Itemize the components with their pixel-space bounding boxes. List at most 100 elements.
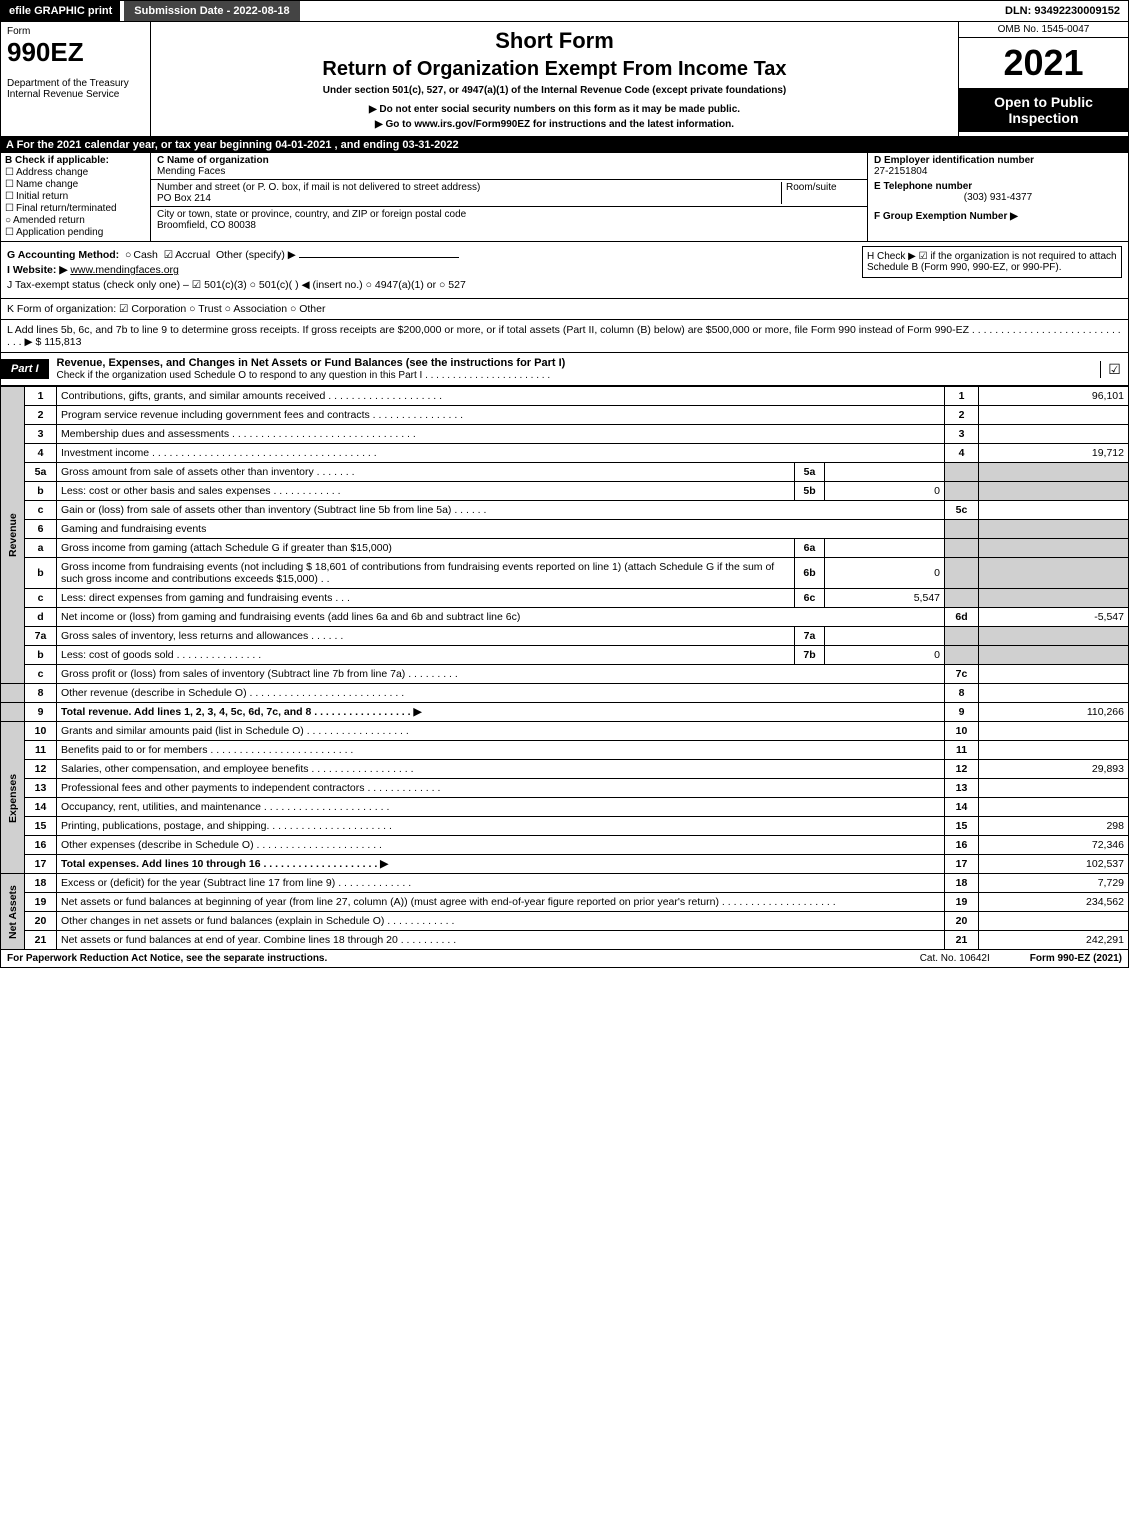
efile-label[interactable]: efile GRAPHIC print — [1, 1, 120, 21]
line-7a-greyamt — [979, 627, 1129, 646]
c-city-label: City or town, state or province, country… — [157, 209, 861, 220]
line-11-desc: Benefits paid to or for members . . . . … — [57, 741, 945, 760]
line-6c-num: c — [25, 589, 57, 608]
title-short-form: Short Form — [157, 28, 952, 54]
line-6b-greyamt — [979, 558, 1129, 589]
line-8-rnum: 8 — [945, 684, 979, 703]
section-c-org-info: C Name of organization Mending Faces Num… — [151, 153, 868, 241]
line-1-num: 1 — [25, 387, 57, 406]
line-18-num: 18 — [25, 874, 57, 893]
b-label: B Check if applicable: — [5, 155, 146, 166]
line-19-desc: Net assets or fund balances at beginning… — [57, 893, 945, 912]
g-label: G Accounting Method: — [7, 249, 119, 261]
header-center: Short Form Return of Organization Exempt… — [151, 22, 958, 136]
line-5a-grey — [945, 463, 979, 482]
line-7b-num: b — [25, 646, 57, 665]
part-1-check[interactable]: ☑ — [1100, 361, 1128, 378]
i-website-label: I Website: ▶ — [7, 264, 67, 276]
line-8-amt — [979, 684, 1129, 703]
line-10-amt — [979, 722, 1129, 741]
tax-year: 2021 — [959, 38, 1128, 88]
chk-final-return[interactable]: Final return/terminated — [5, 203, 146, 214]
line-6b-grey — [945, 558, 979, 589]
goto-link[interactable]: ▶ Go to www.irs.gov/Form990EZ for instru… — [157, 119, 952, 130]
side-netassets: Net Assets — [1, 874, 25, 950]
line-15-desc: Printing, publications, postage, and shi… — [57, 817, 945, 836]
part-1-sub: Check if the organization used Schedule … — [57, 370, 551, 381]
chk-address-change[interactable]: Address change — [5, 167, 146, 178]
side-blank2 — [1, 703, 25, 722]
line-5b-num: b — [25, 482, 57, 501]
chk-application-pending[interactable]: Application pending — [5, 227, 146, 238]
line-6b-val: 0 — [825, 558, 945, 589]
line-13-num: 13 — [25, 779, 57, 798]
part-1-header: Part I Revenue, Expenses, and Changes in… — [0, 353, 1129, 386]
section-b-checkboxes: B Check if applicable: Address change Na… — [1, 153, 151, 241]
line-9-num: 9 — [25, 703, 57, 722]
line-10-desc: Grants and similar amounts paid (list in… — [57, 722, 945, 741]
c-name-label: C Name of organization — [157, 155, 861, 166]
line-6b-num: b — [25, 558, 57, 589]
chk-name-change[interactable]: Name change — [5, 179, 146, 190]
line-9-amt: 110,266 — [979, 703, 1129, 722]
line-18-amt: 7,729 — [979, 874, 1129, 893]
line-5a-val — [825, 463, 945, 482]
line-17-num: 17 — [25, 855, 57, 874]
line-8-num: 8 — [25, 684, 57, 703]
line-4-desc: Investment income . . . . . . . . . . . … — [57, 444, 945, 463]
line-6-desc: Gaming and fundraising events — [57, 520, 945, 539]
line-11-amt — [979, 741, 1129, 760]
footer-form: Form 990-EZ (2021) — [1030, 953, 1122, 964]
line-5a-greyamt — [979, 463, 1129, 482]
chk-amended-return[interactable]: Amended return — [5, 215, 146, 226]
side-revenue: Revenue — [1, 387, 25, 684]
g-accrual[interactable]: Accrual — [164, 249, 210, 261]
line-8-desc: Other revenue (describe in Schedule O) .… — [57, 684, 945, 703]
line-5c-num: c — [25, 501, 57, 520]
line-14-rnum: 14 — [945, 798, 979, 817]
line-15-amt: 298 — [979, 817, 1129, 836]
line-6-grey — [945, 520, 979, 539]
g-cash[interactable]: Cash — [125, 249, 158, 261]
website-link[interactable]: www.mendingfaces.org — [70, 264, 179, 276]
line-17-desc: Total expenses. Add lines 10 through 16 … — [57, 855, 945, 874]
line-7b-box: 7b — [795, 646, 825, 665]
line-12-desc: Salaries, other compensation, and employ… — [57, 760, 945, 779]
part-1-title: Revenue, Expenses, and Changes in Net As… — [49, 353, 1100, 385]
line-3-rnum: 3 — [945, 425, 979, 444]
telephone: (303) 931-4377 — [874, 192, 1122, 203]
line-18-rnum: 18 — [945, 874, 979, 893]
chk-initial-return[interactable]: Initial return — [5, 191, 146, 202]
line-7b-grey — [945, 646, 979, 665]
line-10-rnum: 10 — [945, 722, 979, 741]
header-left: Form 990EZ Department of the Treasury In… — [1, 22, 151, 136]
line-7c-desc: Gross profit or (loss) from sales of inv… — [57, 665, 945, 684]
line-6a-num: a — [25, 539, 57, 558]
dln: DLN: 93492230009152 — [997, 1, 1128, 21]
form-header: Form 990EZ Department of the Treasury In… — [0, 22, 1129, 137]
line-5b-greyamt — [979, 482, 1129, 501]
line-2-desc: Program service revenue including govern… — [57, 406, 945, 425]
line-7b-greyamt — [979, 646, 1129, 665]
line-3-desc: Membership dues and assessments . . . . … — [57, 425, 945, 444]
part-1-tab: Part I — [1, 359, 49, 379]
line-20-rnum: 20 — [945, 912, 979, 931]
h-schedule-b: H Check ▶ ☑ if the organization is not r… — [862, 246, 1122, 278]
line-14-desc: Occupancy, rent, utilities, and maintena… — [57, 798, 945, 817]
line-7b-desc: Less: cost of goods sold . . . . . . . .… — [57, 646, 795, 665]
side-expenses: Expenses — [1, 722, 25, 874]
line-6b-desc: Gross income from fundraising events (no… — [57, 558, 795, 589]
line-6a-val — [825, 539, 945, 558]
g-other[interactable]: Other (specify) ▶ — [216, 249, 296, 261]
e-tel-label: E Telephone number — [874, 181, 1122, 192]
line-7a-grey — [945, 627, 979, 646]
ein-value: 27-2151804 — [874, 166, 1122, 177]
line-6a-grey — [945, 539, 979, 558]
line-7c-num: c — [25, 665, 57, 684]
line-7c-amt — [979, 665, 1129, 684]
line-21-desc: Net assets or fund balances at end of ye… — [57, 931, 945, 950]
page-footer: For Paperwork Reduction Act Notice, see … — [0, 950, 1129, 968]
line-12-num: 12 — [25, 760, 57, 779]
line-3-amt — [979, 425, 1129, 444]
header-right: OMB No. 1545-0047 2021 Open to Public In… — [958, 22, 1128, 136]
